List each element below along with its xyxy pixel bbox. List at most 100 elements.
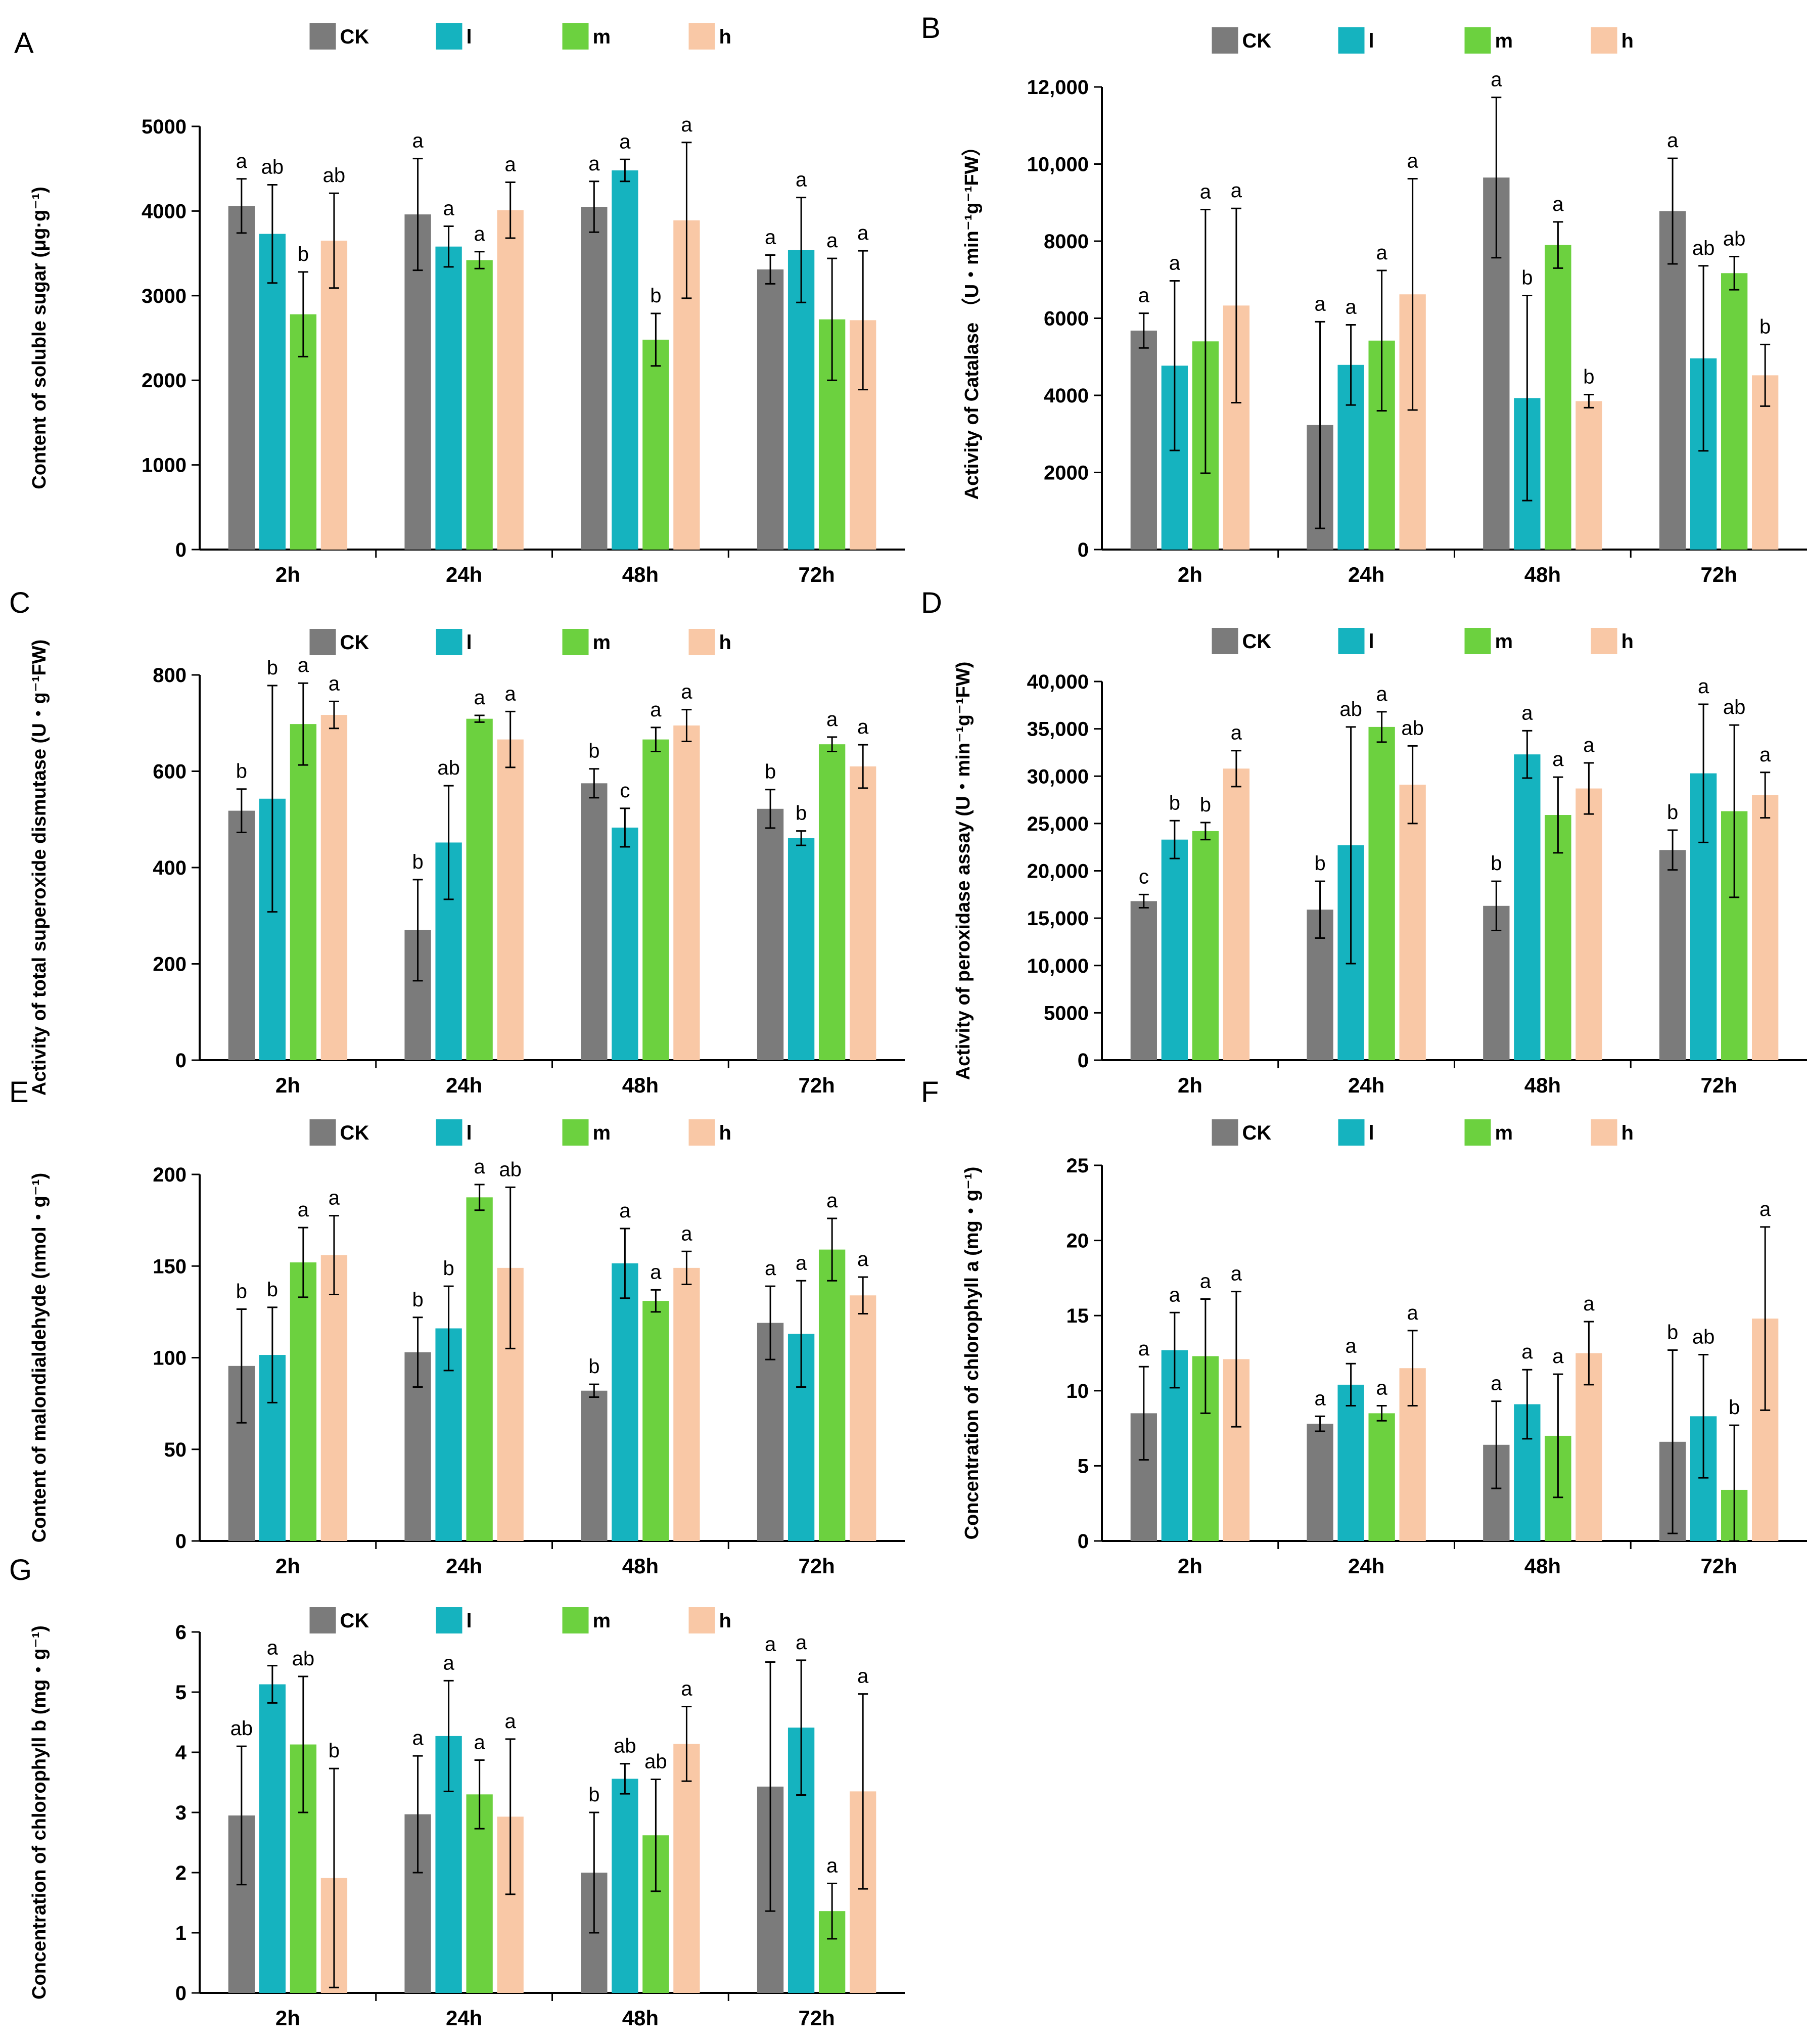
legend-swatch-m <box>562 1119 589 1146</box>
significance-letter: a <box>1314 293 1326 315</box>
significance-letter: a <box>1759 1198 1771 1220</box>
bar-l <box>259 1684 286 1993</box>
significance-letter: b <box>588 1355 599 1378</box>
y-tick-label: 3 <box>175 1802 187 1824</box>
y-axis-label: Concentration of chlorophyll a (mg・g⁻¹) <box>961 1167 983 1540</box>
x-tick-label: 2h <box>275 2006 300 2030</box>
x-tick-label: 2h <box>1178 1073 1202 1097</box>
significance-letter: a <box>474 1731 486 1753</box>
bar-h <box>1576 401 1602 550</box>
significance-letter: a <box>650 1261 662 1283</box>
significance-letter: a <box>1552 1345 1564 1368</box>
significance-letter: a <box>412 130 424 152</box>
legend-label: CK <box>1242 1122 1272 1144</box>
significance-letter: ab <box>499 1158 522 1180</box>
significance-letter: ab <box>1339 698 1362 720</box>
significance-letter: c <box>1139 866 1149 888</box>
significance-letter: a <box>796 169 807 191</box>
bar-h <box>673 1267 700 1541</box>
significance-letter: a <box>1407 1302 1419 1324</box>
significance-letter: a <box>1667 129 1679 152</box>
legend-label: h <box>719 26 731 48</box>
panel-letter: F <box>921 1076 939 1109</box>
y-tick-label: 6 <box>175 1621 187 1644</box>
y-tick-label: 5000 <box>142 116 187 138</box>
legend-label: m <box>593 26 611 48</box>
x-tick-label: 2h <box>275 563 300 586</box>
significance-letter: a <box>298 1199 309 1221</box>
significance-letter: ab <box>292 1648 315 1670</box>
legend-swatch-h <box>688 1119 715 1146</box>
significance-letter: b <box>1583 366 1594 388</box>
y-tick-label: 0 <box>1078 1050 1089 1072</box>
significance-letter: ab <box>261 156 284 178</box>
bar-h <box>1576 788 1602 1060</box>
significance-letter: a <box>1231 1263 1242 1285</box>
legend-swatch-ck <box>1212 628 1238 654</box>
significance-letter: a <box>505 153 517 175</box>
x-tick-label: 48h <box>1524 563 1561 586</box>
bar-ck <box>1307 1424 1333 1541</box>
significance-letter: b <box>236 760 247 783</box>
legend-label: h <box>719 631 731 654</box>
significance-letter: a <box>1521 702 1533 724</box>
significance-letter: a <box>619 1200 631 1222</box>
bar-h <box>1223 768 1250 1060</box>
bar-m <box>290 724 317 1060</box>
significance-letter: a <box>1552 193 1564 215</box>
bar-m <box>1545 245 1571 550</box>
bar-m <box>1368 726 1395 1060</box>
y-tick-label: 35,000 <box>1027 718 1089 741</box>
x-tick-label: 48h <box>622 1554 659 1578</box>
significance-letter: ab <box>644 1751 667 1773</box>
legend-label: h <box>1621 30 1634 52</box>
y-tick-label: 800 <box>153 664 187 687</box>
significance-letter: a <box>796 1631 807 1654</box>
legend-label: l <box>467 26 472 48</box>
y-tick-label: 10,000 <box>1027 154 1089 176</box>
y-tick-label: 25 <box>1067 1155 1089 1177</box>
y-axis-label: Content of malondialdehyde (nmol・g⁻¹) <box>29 1173 50 1542</box>
significance-letter: a <box>681 1678 692 1700</box>
bar-l <box>435 246 462 550</box>
y-tick-label: 4000 <box>142 200 187 222</box>
legend-label: l <box>467 1610 472 1632</box>
y-tick-label: 15 <box>1067 1305 1089 1327</box>
legend-label: CK <box>1242 30 1272 52</box>
significance-letter: a <box>474 1156 486 1178</box>
significance-letter: a <box>1138 1338 1150 1360</box>
legend-label: m <box>593 1122 611 1144</box>
bar-m <box>1368 1413 1395 1541</box>
y-tick-label: 600 <box>153 761 187 783</box>
significance-letter: a <box>1376 683 1388 705</box>
panel-c: C 0 200 400 600 800 Activity of total superoxi… <box>9 586 905 1097</box>
significance-letter: a <box>588 153 600 175</box>
x-tick-label: 24h <box>1348 1073 1384 1097</box>
significance-letter: a <box>857 222 869 244</box>
bar-l <box>259 234 286 550</box>
y-axis-label: Activity of total superoxide dismutase (… <box>29 640 50 1096</box>
significance-letter: a <box>412 1727 424 1749</box>
bar-l <box>612 1263 638 1541</box>
significance-letter: a <box>298 654 309 676</box>
significance-letter: a <box>1698 675 1709 698</box>
significance-letter: b <box>1491 852 1502 875</box>
y-tick-label: 4000 <box>1044 385 1089 407</box>
significance-letter: a <box>765 226 776 248</box>
significance-letter: a <box>1376 1377 1388 1399</box>
significance-letter: a <box>1345 1335 1357 1357</box>
legend-label: l <box>1369 1122 1374 1144</box>
y-tick-label: 40,000 <box>1027 671 1089 693</box>
significance-letter: ab <box>1692 237 1715 259</box>
significance-letter: a <box>505 683 517 705</box>
legend-swatch-h <box>688 629 715 655</box>
significance-letter: a <box>1583 1293 1595 1315</box>
x-tick-label: 2h <box>275 1554 300 1578</box>
significance-letter: c <box>620 780 630 802</box>
significance-letter: a <box>826 1190 838 1212</box>
y-tick-label: 100 <box>153 1347 187 1370</box>
significance-letter: b <box>1314 852 1325 875</box>
significance-letter: ab <box>1692 1326 1715 1348</box>
legend-swatch-m <box>562 629 589 655</box>
bar-m <box>642 1301 669 1541</box>
